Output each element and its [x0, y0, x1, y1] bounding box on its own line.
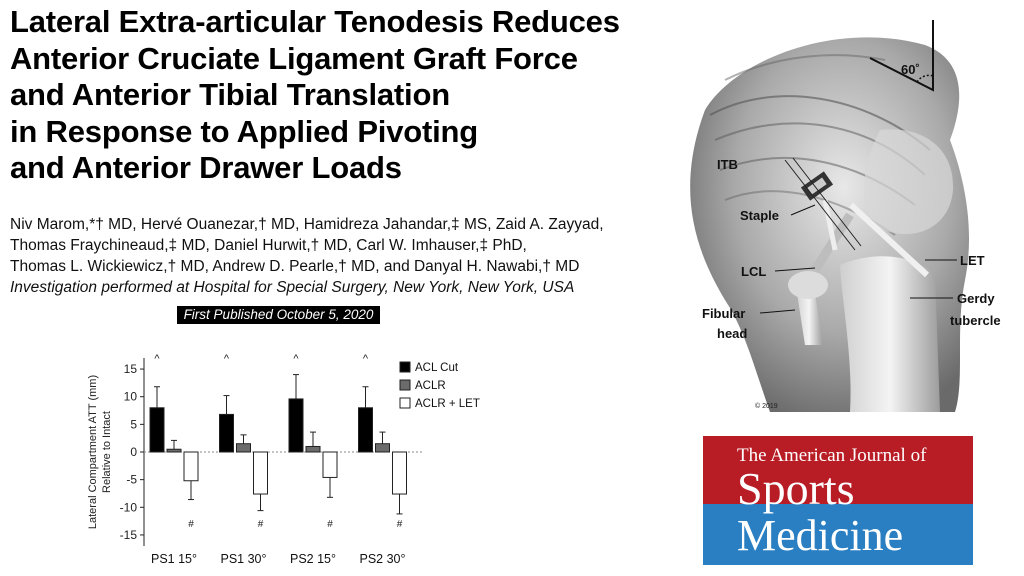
y-axis-label-line1: Lateral Compartment ATT (mm) [87, 375, 99, 529]
bar [305, 445, 321, 453]
bar [322, 451, 338, 478]
legend-label: ACLR + LET [415, 398, 480, 410]
bar [392, 451, 407, 495]
bar [149, 407, 165, 453]
y-tick-label: 15 [124, 362, 138, 376]
journal-logo-bottom-band [703, 504, 973, 565]
y-tick-label: 0 [130, 445, 137, 459]
bar [166, 448, 182, 453]
journal-name-line2: Sports [737, 463, 855, 514]
bar [183, 451, 199, 482]
author-list: Niv Marom,*† MD, Hervé Ouanezar,† MD, Ha… [10, 214, 700, 298]
legend-swatch [399, 379, 411, 391]
title-line: in Response to Applied Pivoting [10, 113, 479, 149]
significance-marker-bottom: # [258, 519, 264, 530]
label-let: LET [960, 253, 985, 268]
legend-label: ACL Cut [415, 362, 459, 374]
bar [358, 407, 373, 453]
bar [288, 398, 304, 453]
x-category-label: PS2 15° [290, 552, 336, 566]
bar [253, 451, 268, 495]
title-line: Anterior Cruciate Ligament Graft Force [10, 40, 578, 76]
significance-marker-bottom: # [188, 519, 194, 530]
x-category-label: PS2 30° [359, 552, 405, 566]
article-title: Lateral Extra-articular Tenodesis Reduce… [10, 4, 700, 187]
knee-anatomy-figure: 60˚ ITB Staple LCL LET Gerdy tubercle Fi… [690, 20, 1001, 412]
significance-marker-bottom: # [397, 519, 403, 530]
author-line: Thomas L. Wickiewicz,† MD, Andrew D. Pea… [10, 258, 580, 275]
y-tick-label: 5 [130, 417, 137, 431]
author-line: Niv Marom,*† MD, Hervé Ouanezar,† MD, Ha… [10, 216, 604, 233]
institution-line: Investigation performed at Hospital for … [10, 279, 575, 296]
significance-marker-top: ^ [363, 353, 369, 365]
att-bar-chart: -15 -10 -5 0 5 10 15 Lateral Compartment ATT (m… [87, 353, 480, 566]
label-staple: Staple [740, 208, 779, 223]
y-tick-label: -10 [120, 500, 138, 514]
y-tick-label: 10 [124, 390, 138, 404]
label-lcl: LCL [741, 264, 766, 279]
legend-swatch [399, 397, 411, 409]
journal-logo-top-band [703, 436, 973, 504]
author-line: Thomas Fraychineaud,‡ MD, Daniel Hurwit,… [10, 237, 527, 254]
significance-marker-top: ^ [293, 353, 299, 365]
y-tick-label: -15 [120, 528, 138, 542]
y-axis-label-line2: Relative to Intact [101, 411, 113, 493]
significance-marker-bottom: # [327, 519, 333, 530]
angle-label: 60˚ [901, 62, 920, 77]
bar [236, 443, 251, 453]
title-line: Lateral Extra-articular Tenodesis Reduce… [10, 4, 620, 39]
journal-logo: The American Journal of Sports Medicine [703, 436, 973, 565]
journal-name-line3: Medicine [737, 511, 904, 560]
x-category-label: PS1 30° [220, 552, 266, 566]
y-tick-label: -5 [126, 473, 137, 487]
artist-signature: © 2019 [755, 402, 778, 410]
journal-name-line1: The American Journal of [737, 445, 927, 466]
title-line: and Anterior Tibial Translation [10, 77, 450, 112]
significance-marker-top: ^ [154, 353, 160, 365]
legend-swatch [399, 361, 411, 373]
publication-date-banner: First Published October 5, 2020 [177, 306, 380, 324]
legend-label: ACLR [415, 380, 446, 392]
label-gerdy-line2: tubercle [950, 313, 1001, 328]
label-fibular-line1: Fibular [702, 306, 745, 321]
bar [219, 413, 234, 453]
title-line: and Anterior Drawer Loads [10, 150, 402, 185]
label-gerdy-line1: Gerdy [957, 291, 995, 306]
bar [375, 443, 390, 453]
knee-illustration: 60˚ ITB Staple LCL LET Gerdy tubercle Fi… [690, 20, 1001, 412]
significance-marker-top: ^ [224, 353, 230, 365]
label-itb: ITB [717, 157, 738, 172]
x-category-label: PS1 15° [151, 552, 197, 566]
label-fibular-line2: head [717, 326, 747, 341]
